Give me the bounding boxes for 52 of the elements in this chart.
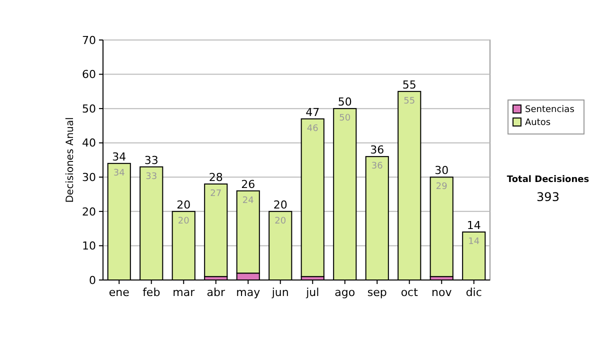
x-tick-label: jul xyxy=(305,286,320,299)
x-tick-label: mar xyxy=(172,286,196,299)
data-label: 14 xyxy=(468,237,480,247)
total-label: 55 xyxy=(402,78,416,92)
x-tick-label: dic xyxy=(466,286,482,299)
bar xyxy=(430,176,454,278)
x-tick-label: ene xyxy=(108,286,130,299)
y-tick-label: 40 xyxy=(82,136,96,150)
data-label: 34 xyxy=(113,168,126,178)
text: Total Decisiones xyxy=(506,175,590,185)
x-tick-label: feb xyxy=(142,286,160,299)
x-tick-label: abr xyxy=(206,286,226,299)
data-label: 29 xyxy=(436,182,448,192)
x-tick-label: nov xyxy=(432,286,452,299)
data-label: 50 xyxy=(339,114,351,124)
x-tick-label: jun xyxy=(270,286,289,299)
total-label: 50 xyxy=(338,96,352,109)
total-label: 33 xyxy=(144,154,158,167)
data-label: 55 xyxy=(404,96,416,106)
data-label: 24 xyxy=(242,196,254,206)
bar xyxy=(300,118,324,278)
total-label: 14 xyxy=(466,219,481,232)
data-label: 46 xyxy=(306,124,319,134)
total-label: 30 xyxy=(434,164,449,178)
x-tick-label: oct xyxy=(400,286,419,299)
legend-label: Sentencias xyxy=(525,105,575,115)
total-label: 26 xyxy=(241,178,256,191)
data-label: 36 xyxy=(371,162,384,172)
total-label: 47 xyxy=(306,106,320,119)
text: 393 xyxy=(536,190,560,204)
total-label: 20 xyxy=(273,198,288,212)
x-tick-label: may xyxy=(236,286,261,299)
total-label: 20 xyxy=(176,198,191,212)
data-label: 20 xyxy=(274,216,286,226)
y-tick-label: 50 xyxy=(82,102,96,116)
y-axis-title: Decisiones Anual xyxy=(65,117,76,203)
y-tick-label: 20 xyxy=(82,205,96,218)
data-label: 33 xyxy=(146,172,158,182)
y-tick-label: 10 xyxy=(82,240,96,253)
total-label: 28 xyxy=(208,171,223,184)
y-tick-label: 60 xyxy=(82,68,96,82)
total-label: 36 xyxy=(370,144,384,157)
x-tick-label: sep xyxy=(367,286,387,299)
data-label: 20 xyxy=(178,216,190,226)
y-tick-label: 70 xyxy=(82,34,96,47)
bar xyxy=(204,184,228,278)
y-tick-label: 0 xyxy=(89,274,96,287)
data-label: 27 xyxy=(210,189,222,199)
x-tick-label: ago xyxy=(334,286,356,299)
legend-label: Autos xyxy=(525,118,551,128)
total-label: 34 xyxy=(112,150,126,164)
y-tick-label: 30 xyxy=(82,170,96,184)
